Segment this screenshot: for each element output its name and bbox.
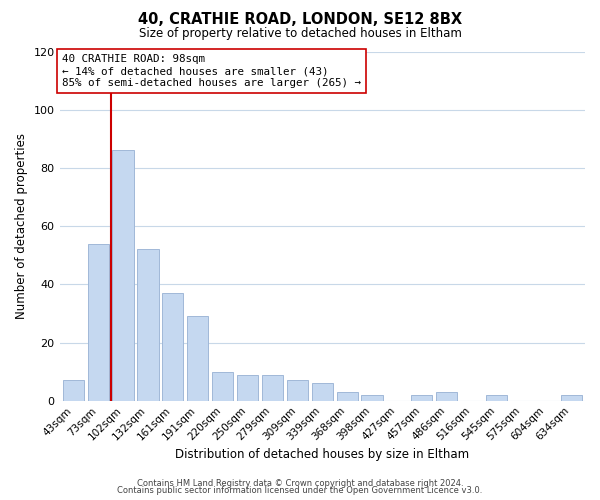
Bar [486,395,507,400]
Bar [561,395,582,400]
Text: Size of property relative to detached houses in Eltham: Size of property relative to detached ho… [139,28,461,40]
Bar [88,244,109,400]
Bar [436,392,457,400]
Y-axis label: Number of detached properties: Number of detached properties [15,133,28,319]
Bar [337,392,358,400]
Bar [62,380,84,400]
Bar [112,150,134,400]
Bar [411,395,433,400]
Text: 40 CRATHIE ROAD: 98sqm
← 14% of detached houses are smaller (43)
85% of semi-det: 40 CRATHIE ROAD: 98sqm ← 14% of detached… [62,54,361,88]
Bar [237,374,258,400]
Bar [287,380,308,400]
Text: Contains HM Land Registry data © Crown copyright and database right 2024.: Contains HM Land Registry data © Crown c… [137,478,463,488]
Text: 40, CRATHIE ROAD, LONDON, SE12 8BX: 40, CRATHIE ROAD, LONDON, SE12 8BX [138,12,462,28]
Text: Contains public sector information licensed under the Open Government Licence v3: Contains public sector information licen… [118,486,482,495]
Bar [311,384,333,400]
Bar [162,293,184,401]
Bar [212,372,233,400]
Bar [262,374,283,400]
Bar [187,316,208,400]
Bar [361,395,383,400]
X-axis label: Distribution of detached houses by size in Eltham: Distribution of detached houses by size … [175,448,469,461]
Bar [137,250,158,400]
